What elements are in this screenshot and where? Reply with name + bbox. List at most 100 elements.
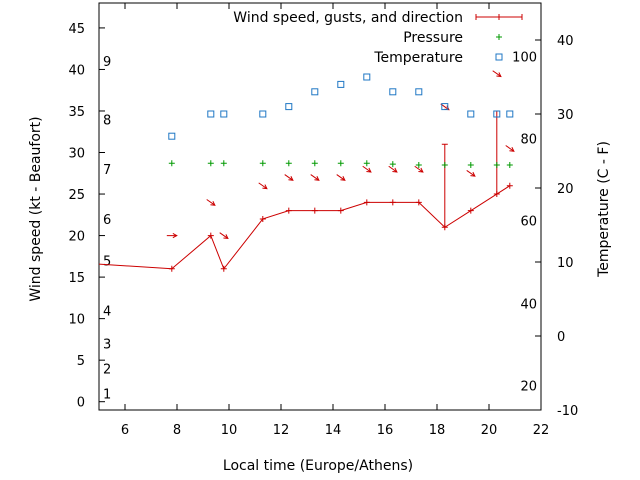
legend-label: Temperature: [373, 50, 463, 66]
temperature-point: [259, 110, 267, 118]
temperature-point: [363, 73, 371, 81]
wind-speed-point: [311, 207, 318, 214]
wind-speed-point: [389, 199, 396, 206]
wind-speed-point: [207, 232, 214, 239]
x-tick-label: 6: [121, 423, 129, 438]
pressure-point: [311, 160, 318, 167]
y-left-tick-label: 0: [77, 396, 85, 411]
wind-direction-arrow: [362, 165, 372, 173]
scale-labels: 1 2 3 4 5 6 7 8 9 20 40 60 80 100: [103, 50, 537, 402]
temperature-point: [389, 88, 397, 96]
x-tick-label: 20: [481, 423, 498, 438]
temperature-point: [415, 88, 423, 96]
wind-direction-arrow: [388, 165, 398, 173]
wind-speed-point: [285, 207, 292, 214]
y-left-tick-label: 25: [68, 188, 85, 203]
wind-direction-arrow: [466, 169, 476, 177]
pressure-point: [441, 161, 448, 168]
y-right-tick-label: 40: [557, 34, 574, 49]
wind-speed-point: [363, 199, 370, 206]
legend: Wind speed, gusts, and direction Pressure…: [233, 10, 523, 66]
fahrenheit-label: 20: [520, 380, 537, 395]
beaufort-label: 5: [103, 254, 111, 269]
x-tick-label: 12: [273, 423, 290, 438]
wind-direction-arrow: [258, 182, 268, 190]
beaufort-label: 9: [103, 55, 111, 70]
wind-direction-arrow: [206, 199, 216, 206]
wind-direction-arrow: [505, 145, 515, 152]
temperature-point: [506, 110, 514, 118]
wind-speed-point: [259, 215, 266, 222]
x-tick-label: 8: [173, 423, 181, 438]
beaufort-label: 1: [103, 387, 111, 402]
series-layer: [99, 70, 515, 272]
x-tick-label: 10: [221, 423, 238, 438]
wind-gust-bar: [441, 143, 448, 228]
pressure-point: [337, 160, 344, 167]
wind-direction-arrow: [284, 174, 294, 181]
fahrenheit-label: 100: [512, 50, 537, 65]
legend-wind-swatch: [475, 14, 523, 20]
pressure-point: [207, 160, 214, 167]
pressure-point: [285, 160, 292, 167]
temperature-point: [220, 110, 228, 118]
wind-direction-arrow: [414, 165, 424, 173]
beaufort-label: 7: [103, 163, 111, 178]
temperature-point: [337, 80, 345, 88]
beaufort-label: 2: [103, 362, 111, 377]
x-tick-label: 18: [429, 423, 446, 438]
x-axis-title: Local time (Europe/Athens): [223, 458, 413, 474]
x-tick-label: 22: [533, 423, 550, 438]
beaufort-label: 3: [103, 338, 111, 353]
x-tick-label: 14: [325, 423, 342, 438]
wind-speed-point: [337, 207, 344, 214]
x-tick-label: 16: [377, 423, 394, 438]
wind-direction-arrow: [219, 232, 229, 240]
y-right-axis-title: Temperature (C - F): [596, 141, 612, 278]
pressure-point: [259, 160, 266, 167]
fahrenheit-label: 60: [520, 215, 537, 230]
temperature-point: [285, 103, 293, 111]
pressure-point: [168, 160, 175, 167]
y-left-tick-label: 40: [68, 63, 85, 78]
wind-speed-point: [168, 265, 175, 272]
beaufort-label: 6: [103, 213, 111, 228]
pressure-point: [389, 161, 396, 168]
wind-speed-point: [506, 182, 513, 189]
pressure-point: [493, 161, 500, 168]
y-left-tick-label: 45: [68, 22, 85, 37]
pressure-point: [506, 161, 513, 168]
temperature-point: [207, 110, 215, 118]
wind-direction-arrow: [166, 232, 178, 239]
y-left-tick-label: 5: [77, 354, 85, 369]
temperature-point: [441, 103, 449, 111]
y-right-tick-label: 0: [557, 330, 565, 345]
y-right-tick-label: 10: [557, 256, 574, 271]
beaufort-label: 8: [103, 113, 111, 128]
legend-label: Pressure: [403, 30, 463, 46]
wind-speed-point: [220, 265, 227, 272]
plot-axes: [98, 2, 542, 411]
y-left-tick-label: 15: [68, 271, 85, 286]
temperature-point: [467, 110, 475, 118]
wind-direction-arrow: [492, 70, 502, 78]
pressure-point: [415, 161, 422, 168]
wind-gust-bar: [493, 110, 500, 195]
temperature-point: [311, 88, 319, 96]
temperature-point: [168, 132, 176, 140]
y-left-axis-title: Wind speed (kt - Beaufort): [28, 116, 44, 301]
legend-label: Wind speed, gusts, and direction: [233, 10, 463, 26]
fahrenheit-label: 40: [520, 297, 537, 312]
y-left-tick-label: 10: [68, 313, 85, 328]
y-right-tick-label: 30: [557, 108, 574, 123]
pressure-point: [220, 160, 227, 167]
wind-direction-arrow: [310, 174, 320, 181]
axis-ticks: 6 8 10 12 14 16 18 20 22051015202530354045-10010…: [68, 3, 578, 438]
plot-frame: [98, 2, 542, 411]
legend-temperature-swatch: [495, 53, 503, 61]
pressure-point: [467, 161, 474, 168]
temperature-point: [493, 110, 501, 118]
y-right-tick-label: -10: [557, 404, 578, 419]
wind-speed-point: [467, 207, 474, 214]
